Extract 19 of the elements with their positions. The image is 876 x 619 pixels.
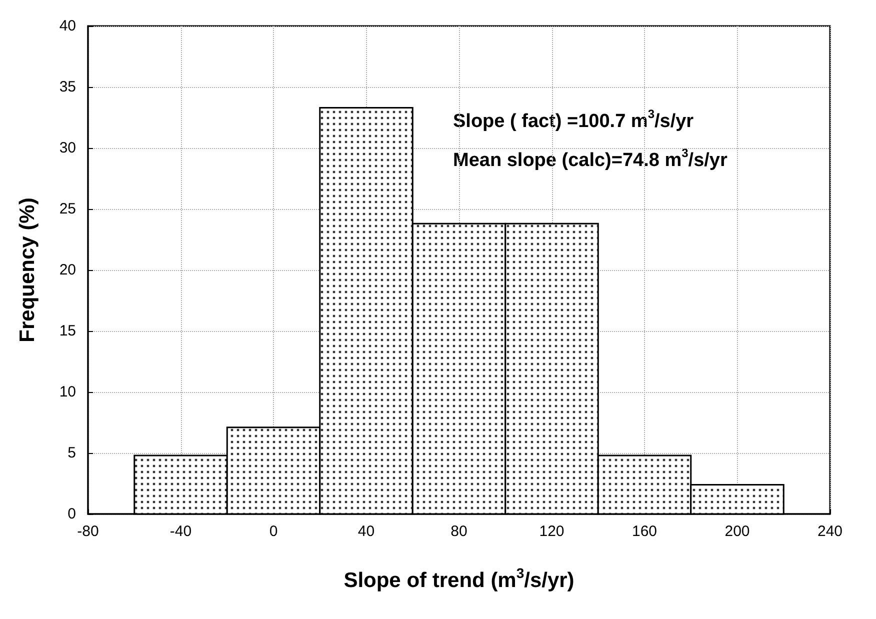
y-tick-label: 0 (68, 506, 76, 522)
x-tick-label: -40 (170, 523, 192, 540)
x-tick-label: 0 (269, 523, 278, 540)
y-tick-label: 5 (68, 444, 76, 462)
x-tick-label: 160 (632, 523, 658, 540)
y-tick-label: 15 (59, 322, 76, 340)
y-tick-label: 30 (59, 140, 76, 156)
y-tick-label: 35 (59, 78, 76, 96)
x-tick-label: 80 (450, 523, 468, 540)
y-tick-label: 20 (59, 262, 76, 278)
y-tick-label: 40 (59, 18, 76, 34)
y-axis-title: Frequency (%) (16, 198, 39, 342)
x-tick-label: 200 (724, 523, 750, 540)
x-tick-label: 120 (539, 523, 564, 540)
x-tick-label: -80 (77, 523, 99, 540)
y-tick-label: 25 (59, 200, 76, 218)
y-tick-label: 10 (59, 384, 76, 400)
x-tick-label: 240 (817, 523, 843, 540)
x-tick-label: 40 (358, 523, 375, 540)
